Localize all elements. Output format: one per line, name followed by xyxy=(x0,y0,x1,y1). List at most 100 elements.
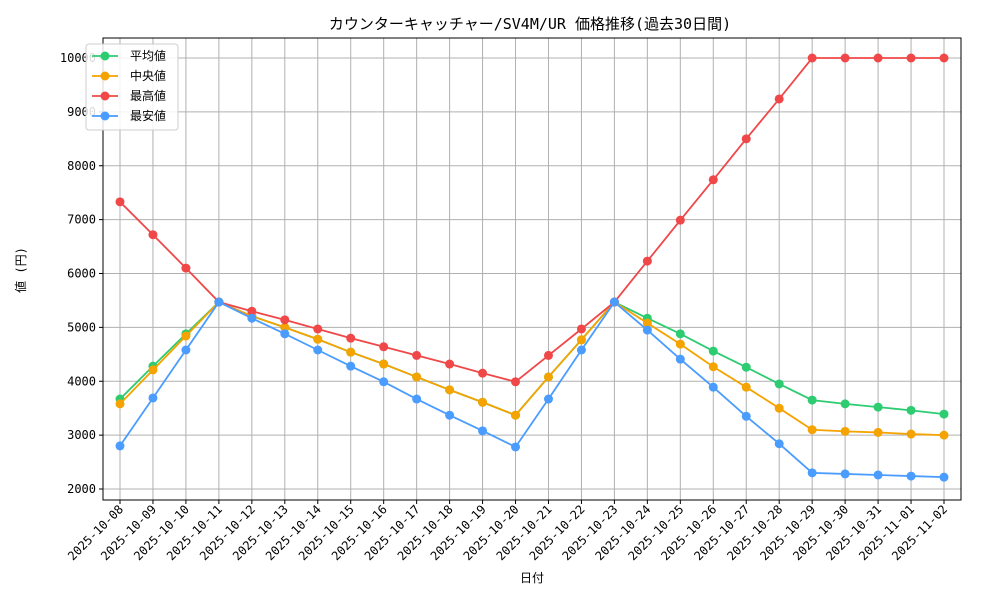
data-point xyxy=(115,197,125,207)
data-point xyxy=(445,410,455,420)
data-point xyxy=(511,410,521,420)
data-point xyxy=(906,405,916,415)
y-tick-label: 3000 xyxy=(67,428,96,442)
y-tick-label: 6000 xyxy=(67,267,96,281)
data-point xyxy=(313,345,323,355)
legend-marker xyxy=(100,91,110,101)
data-point xyxy=(247,313,257,323)
data-point xyxy=(906,429,916,439)
legend-marker xyxy=(100,51,110,61)
data-point xyxy=(906,471,916,481)
data-point xyxy=(708,362,718,372)
series-0 xyxy=(115,297,949,420)
data-point xyxy=(181,331,191,341)
data-point xyxy=(840,53,850,63)
legend-marker xyxy=(100,71,110,81)
data-point xyxy=(543,372,553,382)
data-point xyxy=(115,441,125,451)
legend-label: 最高値 xyxy=(130,88,166,103)
chart-title: カウンターキャッチャー/SV4M/UR 価格推移(過去30日間) xyxy=(329,15,731,33)
data-point xyxy=(807,53,817,63)
data-point xyxy=(346,347,356,357)
data-point xyxy=(741,134,751,144)
y-tick-label: 8000 xyxy=(67,159,96,173)
data-point xyxy=(280,315,290,325)
y-tick-label: 5000 xyxy=(67,320,96,334)
data-point xyxy=(807,468,817,478)
data-point xyxy=(642,318,652,328)
x-axis-label: 日付 xyxy=(520,571,544,585)
data-point xyxy=(478,397,488,407)
legend-label: 中央値 xyxy=(130,68,166,83)
data-point xyxy=(445,359,455,369)
data-point xyxy=(675,215,685,225)
data-point xyxy=(148,365,158,375)
data-point xyxy=(840,399,850,409)
data-point xyxy=(675,329,685,339)
data-point xyxy=(379,342,389,352)
y-tick-label: 4000 xyxy=(67,374,96,388)
data-point xyxy=(346,333,356,343)
data-point xyxy=(412,372,422,382)
data-point xyxy=(148,393,158,403)
data-point xyxy=(280,322,290,332)
data-point xyxy=(412,394,422,404)
y-tick-label: 2000 xyxy=(67,482,96,496)
series-line xyxy=(119,300,945,437)
data-point xyxy=(181,263,191,273)
y-axis-label: 値 (円) xyxy=(13,247,28,293)
data-point xyxy=(313,334,323,344)
data-point xyxy=(774,403,784,413)
data-point xyxy=(379,359,389,369)
data-point xyxy=(873,53,883,63)
data-point xyxy=(675,339,685,349)
data-point xyxy=(346,361,356,371)
data-point xyxy=(939,409,949,419)
data-point xyxy=(280,329,290,339)
data-point xyxy=(115,399,125,409)
plot-frame xyxy=(102,37,962,501)
data-point xyxy=(741,362,751,372)
data-point xyxy=(840,469,850,479)
data-point xyxy=(543,394,553,404)
data-point xyxy=(939,53,949,63)
legend-label: 最安値 xyxy=(130,108,166,123)
data-point xyxy=(906,53,916,63)
series-2 xyxy=(115,53,949,387)
data-point xyxy=(478,426,488,436)
data-point xyxy=(873,470,883,480)
series-3 xyxy=(115,297,949,482)
data-point xyxy=(576,345,586,355)
data-point xyxy=(708,175,718,185)
data-point xyxy=(214,297,224,307)
data-point xyxy=(247,306,257,316)
data-point xyxy=(379,377,389,387)
data-point xyxy=(642,325,652,335)
data-point xyxy=(807,425,817,435)
series-line xyxy=(119,300,945,479)
data-point xyxy=(148,230,158,240)
data-point xyxy=(478,368,488,378)
data-point xyxy=(840,426,850,436)
y-tick-label: 7000 xyxy=(67,213,96,227)
legend-marker xyxy=(100,111,110,121)
data-point xyxy=(939,430,949,440)
legend-label: 平均値 xyxy=(130,48,166,63)
data-point xyxy=(675,354,685,364)
series-line xyxy=(119,57,944,383)
data-point xyxy=(708,382,718,392)
data-point xyxy=(873,402,883,412)
data-point xyxy=(412,350,422,360)
data-point xyxy=(313,324,323,334)
data-point xyxy=(774,439,784,449)
data-point xyxy=(445,385,455,395)
data-point xyxy=(774,94,784,104)
data-point xyxy=(181,345,191,355)
data-point xyxy=(576,335,586,345)
data-point xyxy=(642,256,652,266)
data-point xyxy=(609,297,619,307)
legend-box xyxy=(85,43,179,131)
data-point xyxy=(741,382,751,392)
